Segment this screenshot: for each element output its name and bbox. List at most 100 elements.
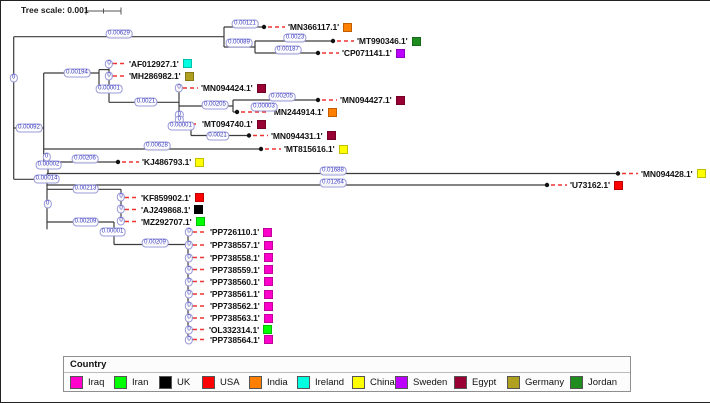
legend-label: India [267,377,288,388]
leaf-label[interactable]: 'MT094740.1' [202,119,253,129]
tree-scale-label: Tree scale: 0.001 [21,5,89,15]
branch-length-label: 0.00628 [143,141,171,151]
leaf-label[interactable]: 'MN094431.1' [271,130,323,141]
leaf-row[interactable]: 'PP738558.1' [210,253,273,263]
leaf-label[interactable]: 'PP738558.1' [210,252,260,263]
leaf-label[interactable]: 'OL332314.1' [209,324,260,335]
branch-end-dot [261,24,267,30]
country-square [194,205,204,214]
leaf-row[interactable]: 'MT990346.1' [357,36,421,46]
leaf-row[interactable]: 'CP071141.1' [342,48,405,58]
legend-item-sweden: Sweden [395,376,447,389]
leaf-row[interactable]: 'KJ486793.1' [142,157,205,167]
branch-length-label: 0.0021 [205,131,230,141]
country-square [263,313,273,323]
legend-label: Sweden [413,377,448,388]
leaf-row[interactable]: 'PP738557.1' [210,240,273,250]
branch-length-label: 0 [116,192,126,202]
leaf-label[interactable]: 'PP738560.1' [210,276,260,287]
branch-end-dot [258,146,264,152]
leaf-row[interactable]: 'PP738564.1' [210,335,273,345]
leaf-label[interactable]: 'MN094428.1' [641,168,693,179]
leaf-label[interactable]: 'MT990346.1' [357,36,408,46]
leaf-row[interactable]: 'MZ292707.1' [141,217,205,227]
leaf-label[interactable]: 'U73162.1' [570,180,610,190]
country-square [263,277,273,286]
branch-length-label: 0 [9,73,18,83]
leaf-row[interactable]: 'AF012927.1' [129,59,192,69]
leaf-label[interactable]: 'MZ292707.1' [141,216,192,227]
leaf-label[interactable]: 'MT815616.1' [284,144,335,154]
branch-length-label: 0.00002 [35,160,62,170]
leaf-row[interactable]: 'U73162.1' [570,180,623,190]
leaf-label[interactable]: 'AJ249868.1' [141,204,191,215]
branch-length-label: 0 [116,204,126,214]
leaf-row[interactable]: 'PP738562.1' [210,301,273,311]
leaf-row[interactable]: 'PP738563.1' [210,313,273,323]
legend-separator [64,372,630,373]
branch-length-label: 0 [104,71,114,81]
leaf-row[interactable]: 'PP738559.1' [210,265,273,275]
leaf-row[interactable]: 'MN366117.1' [288,22,353,32]
country-square [696,169,706,178]
country-square [263,253,273,262]
country-square [184,71,194,81]
leaf-label[interactable]: 'MN244914.1' [272,107,324,117]
legend-item-china: China [352,376,395,389]
leaf-row[interactable]: 'MN094427.1' [340,95,405,105]
branch-length-label: 0 [184,325,194,334]
branch-length-label: 0 [184,240,194,250]
legend-label: UK [177,377,191,388]
leaf-row[interactable]: 'MH286982.1' [129,71,194,81]
leaf-row[interactable]: 'PP738561.1' [210,289,273,299]
leaf-label[interactable]: 'PP738557.1' [210,240,260,250]
legend-item-iraq: Iraq [70,376,104,389]
branch-length-label: 0.00629 [105,29,133,39]
leaf-label[interactable]: 'MN094424.1' [201,83,253,93]
leaf-label[interactable]: 'AF012927.1' [129,58,179,69]
branch-length-label: 0.0023 [283,33,307,43]
leaf-row[interactable]: 'KF859902.1' [141,193,204,203]
leaf-label[interactable]: 'PP726110.1' [210,227,260,237]
leaf-label[interactable]: 'KF859902.1' [141,192,191,203]
branch-end-dot [615,171,621,176]
country-square [263,265,273,274]
leaf-row[interactable]: 'MN244914.1' [272,107,337,117]
leaf-label[interactable]: 'PP738564.1' [210,334,260,345]
legend-color-square [454,376,467,389]
branch-length-label: 0.01688 [319,166,347,176]
leaf-label[interactable]: 'CP071141.1' [342,48,392,58]
leaf-row[interactable]: 'PP738560.1' [210,277,273,287]
branch-length-label: 0 [184,277,194,286]
leaf-label[interactable]: 'MH286982.1' [129,71,181,81]
branch-length-label: 0 [184,227,194,237]
branch-length-label: 0.00014 [33,174,60,184]
branch-length-label: 0.00121 [231,19,259,29]
branch-end-dot [246,133,252,138]
leaf-row[interactable]: 'MT094740.1' [202,119,266,129]
branch-length-label: 0.00206 [71,154,99,164]
branch-length-label: 0.00092 [15,123,43,133]
leaf-row[interactable]: 'MN094431.1' [271,131,336,141]
leaf-label[interactable]: 'PP738559.1' [210,264,260,275]
leaf-label[interactable]: 'MN366117.1' [288,22,340,32]
leaf-row[interactable]: 'AJ249868.1' [141,204,204,215]
country-square [263,301,273,311]
leaf-row[interactable]: 'MN094428.1' [641,169,706,179]
branch-length-label: 0 [184,289,194,299]
branch-length-label: 0 [184,253,194,262]
leaf-row[interactable]: 'MN094424.1' [201,83,266,93]
leaf-label[interactable]: 'PP738563.1' [210,313,260,323]
branch-length-label: 0.00089 [225,38,253,48]
leaf-label[interactable]: 'PP738562.1' [210,301,260,311]
country-square [326,131,336,140]
leaf-label[interactable]: 'PP738561.1' [210,289,260,299]
leaf-row[interactable]: 'PP726110.1' [210,227,273,237]
country-square [263,325,273,334]
leaf-row[interactable]: 'MT815616.1' [284,144,348,154]
leaf-label[interactable]: 'MN094427.1' [340,95,392,105]
leaf-row[interactable]: 'OL332314.1' [209,324,273,335]
leaf-label[interactable]: 'KJ486793.1' [142,157,192,167]
branch-length-label: 0 [184,265,194,274]
legend: Country Iraq Iran UK USA India Ireland China Sw… [63,356,631,392]
